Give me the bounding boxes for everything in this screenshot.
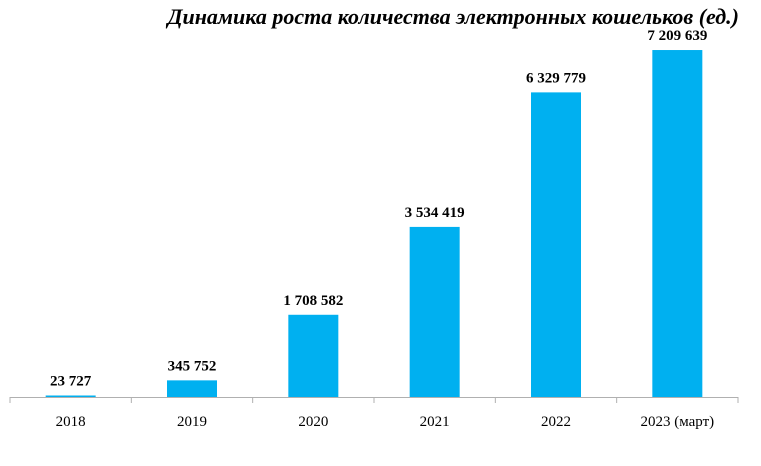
bar-3 <box>409 226 460 397</box>
value-labels-layer: 23 727 345 752 1 708 582 3 534 419 6 329 779… <box>50 28 707 389</box>
bar-value-label-5: 7 209 639 <box>647 28 707 44</box>
bar-5 <box>652 50 703 397</box>
bar-value-label-2: 1 708 582 <box>283 293 343 309</box>
bar-2 <box>288 314 339 397</box>
bar-value-label-3: 3 534 419 <box>405 205 465 221</box>
bar-value-label-4: 6 329 779 <box>526 70 586 86</box>
bar-value-label-0: 23 727 <box>50 374 92 390</box>
bar-0 <box>45 395 96 397</box>
x-tick-label-2: 2020 <box>298 414 328 430</box>
bar-value-label-1: 345 752 <box>168 358 217 374</box>
x-axis-tick-labels: 2018 2019 2020 2021 2022 2023 (март) <box>56 414 714 430</box>
x-tick-label-0: 2018 <box>56 414 86 430</box>
x-tick-label-1: 2019 <box>177 414 207 430</box>
x-tick-label-5: 2023 (март) <box>641 414 715 430</box>
bar-4 <box>531 92 581 397</box>
x-tick-label-4: 2022 <box>541 414 571 430</box>
chart-title: Динамика роста количества электронных ко… <box>167 4 739 29</box>
bars-layer <box>45 50 703 397</box>
bar-1 <box>167 380 217 397</box>
x-axis-ticks <box>9 397 739 403</box>
x-tick-label-3: 2021 <box>420 414 450 430</box>
